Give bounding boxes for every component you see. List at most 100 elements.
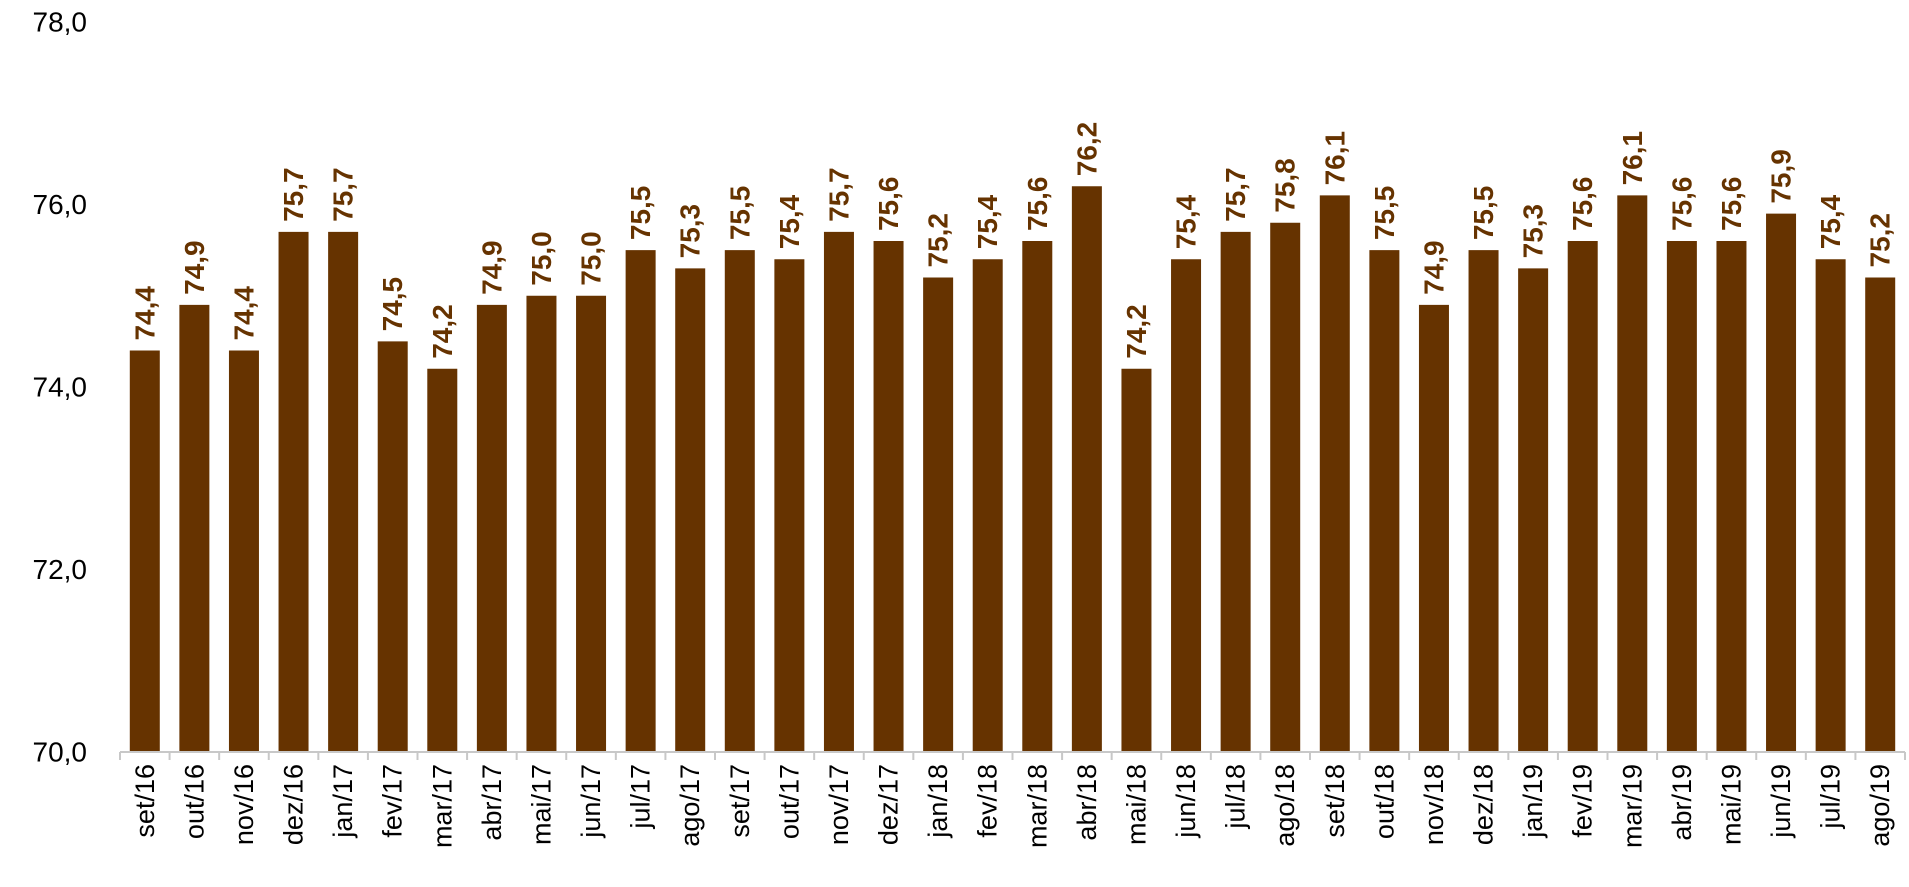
x-tick-label: jun/19 [1766, 764, 1796, 839]
x-tick-label: jul/19 [1816, 764, 1846, 830]
x-tick-label: jun/18 [1171, 764, 1201, 839]
x-tick-label: dez/17 [874, 764, 904, 845]
bar [1369, 250, 1400, 752]
bar [278, 231, 309, 752]
data-label: 75,3 [1518, 204, 1549, 259]
data-label: 74,9 [1418, 240, 1449, 295]
data-label: 75,6 [1666, 177, 1697, 232]
x-tick-label: set/16 [130, 764, 160, 838]
bar [1518, 268, 1549, 752]
bar [823, 231, 854, 752]
data-label: 75,2 [923, 213, 954, 268]
x-tick-label: mar/18 [1022, 764, 1052, 848]
bar [1766, 213, 1797, 752]
bar [873, 241, 904, 752]
y-tick-label: 72,0 [33, 554, 88, 585]
data-label: 75,6 [1716, 177, 1747, 232]
bar [675, 268, 706, 752]
bar [1270, 222, 1301, 752]
bar [1071, 186, 1102, 752]
data-label: 74,5 [377, 277, 408, 332]
x-tick-label: nov/18 [1419, 764, 1449, 845]
x-tick-label: abr/17 [477, 764, 507, 841]
bar [228, 350, 259, 752]
data-label: 76,1 [1617, 131, 1648, 186]
bar [1418, 304, 1449, 752]
x-tick-label: mai/18 [1121, 764, 1151, 845]
data-label: 75,5 [625, 186, 656, 241]
x-tick-label: abr/18 [1072, 764, 1102, 841]
data-label: 75,9 [1766, 149, 1797, 204]
bar [377, 341, 408, 752]
bar [625, 250, 656, 752]
bar [576, 295, 607, 752]
data-label: 75,5 [1369, 186, 1400, 241]
x-tick-label: mar/19 [1617, 764, 1647, 848]
data-label: 74,4 [228, 286, 259, 341]
data-label: 75,6 [873, 177, 904, 232]
data-label: 75,8 [1270, 158, 1301, 213]
bar [1815, 259, 1846, 752]
data-label: 75,6 [1022, 177, 1053, 232]
x-tick-label: out/18 [1369, 764, 1399, 839]
data-label: 74,9 [179, 240, 210, 295]
data-label: 75,4 [1171, 194, 1202, 249]
bar [1617, 195, 1648, 752]
bar [1319, 195, 1350, 752]
data-label: 75,4 [774, 194, 805, 249]
data-labels: 74,4 74,9 74,4 75,7 75,7 74,5 74,2 74,9 75,0 75,0… [129, 122, 1895, 359]
x-tick-label: ago/18 [1270, 764, 1300, 847]
x-tick-label: out/17 [774, 764, 804, 839]
x-tick-label: jul/18 [1221, 764, 1251, 830]
bar [476, 304, 507, 752]
x-tick-label: jan/17 [328, 764, 358, 839]
data-label: 76,1 [1319, 131, 1350, 186]
data-label: 75,7 [1220, 167, 1251, 222]
data-label: 75,2 [1865, 213, 1896, 268]
data-label: 75,5 [724, 186, 755, 241]
x-tick-label: mai/17 [526, 764, 556, 845]
x-tick-label: ago/17 [675, 764, 705, 847]
data-label: 75,7 [278, 167, 309, 222]
bar [1666, 241, 1697, 752]
data-label: 75,7 [328, 167, 359, 222]
x-tick-label: mai/19 [1716, 764, 1746, 845]
bar [1171, 259, 1202, 752]
x-tick-label: out/16 [179, 764, 209, 839]
y-tick-label: 78,0 [33, 7, 88, 38]
bar [1022, 241, 1053, 752]
data-label: 74,2 [1121, 304, 1152, 359]
bar [1468, 250, 1499, 752]
x-tick-label: ago/19 [1865, 764, 1895, 847]
y-tick-label: 70,0 [33, 737, 88, 768]
data-label: 75,6 [1567, 177, 1598, 232]
bars [129, 186, 1896, 752]
data-label: 75,0 [576, 231, 607, 286]
data-label: 75,0 [526, 231, 557, 286]
x-tick-label: dez/16 [279, 764, 309, 845]
x-tick-label: jun/17 [576, 764, 606, 839]
data-label: 75,3 [675, 204, 706, 259]
bar [129, 350, 160, 752]
bar [179, 304, 210, 752]
data-label: 74,2 [427, 304, 458, 359]
bar [1567, 241, 1598, 752]
bar [923, 277, 954, 752]
bar [427, 368, 458, 752]
bar [1716, 241, 1747, 752]
x-axis: set/16 out/16 nov/16 dez/16 jan/17 fev/17 mar/… [119, 751, 1906, 848]
x-tick-label: fev/18 [973, 764, 1003, 838]
x-tick-label: nov/16 [229, 764, 259, 845]
y-tick-label: 74,0 [33, 372, 88, 403]
x-tick-label: jan/18 [923, 764, 953, 839]
x-tick-label: set/17 [725, 764, 755, 838]
data-label: 74,9 [476, 240, 507, 295]
data-label: 76,2 [1071, 122, 1102, 177]
x-tick-label: jul/17 [626, 764, 656, 830]
y-tick-label: 76,0 [33, 189, 88, 220]
x-tick-label: fev/19 [1568, 764, 1598, 838]
x-tick-label: set/18 [1320, 764, 1350, 838]
data-label: 75,4 [1815, 194, 1846, 249]
x-tick-label: fev/17 [378, 764, 408, 838]
x-tick-label: nov/17 [824, 764, 854, 845]
